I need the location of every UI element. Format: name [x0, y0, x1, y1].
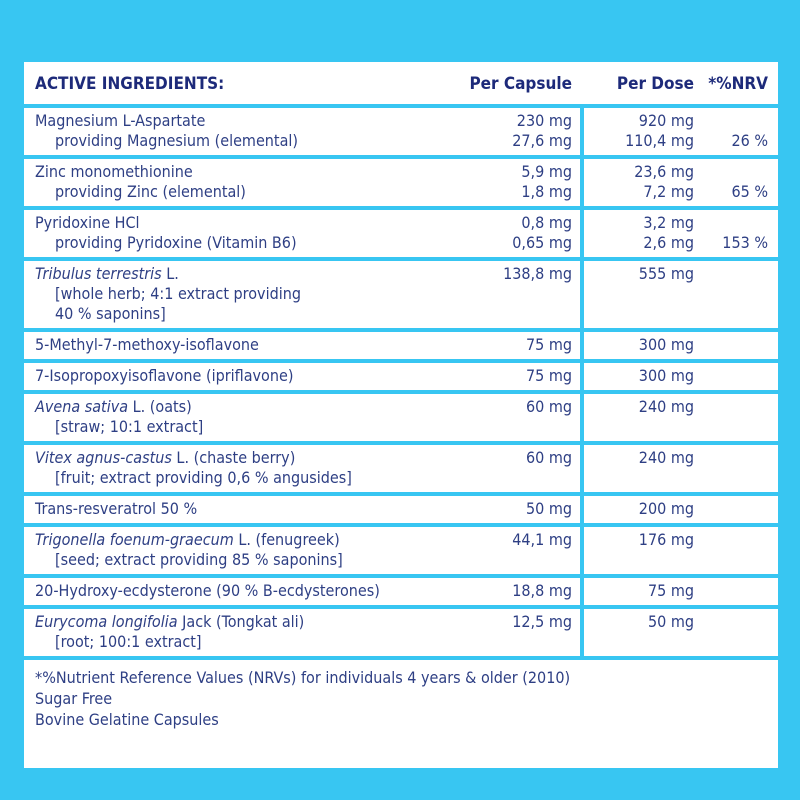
per-dose: 300 mg — [638, 335, 694, 354]
ingredient-name: providing Zinc (elemental) — [55, 182, 246, 201]
footer — [24, 660, 778, 768]
header-title: ACTIVE INGREDIENTS: — [35, 74, 225, 94]
name-suffix: L. — [166, 264, 179, 283]
per-capsule: 0,8 mg — [521, 213, 572, 232]
row-name-cell — [24, 496, 580, 523]
per-dose: 240 mg — [638, 448, 694, 467]
footer-note: *%Nutrient Reference Values (NRVs) for i… — [35, 668, 571, 687]
ingredient-name: 5-Methyl-7-methoxy-isoflavone — [35, 335, 259, 354]
row-name-cell — [24, 527, 580, 574]
nrv: 153 % — [722, 233, 768, 252]
ingredient-name: [fruit; extract providing 0,6 % anguside… — [55, 468, 352, 487]
ingredient-name: Magnesium L-Aspartate — [35, 111, 206, 130]
row-name-cell — [24, 332, 580, 359]
header-per-capsule: Per Capsule — [469, 74, 572, 94]
ingredient-name: [straw; 10:1 extract] — [55, 417, 204, 436]
per-capsule: 230 mg — [516, 111, 572, 130]
per-capsule: 75 mg — [525, 335, 572, 354]
row-value-cell — [584, 578, 778, 605]
per-capsule: 1,8 mg — [521, 182, 572, 201]
latin-name: Tribulus terrestris — [35, 264, 162, 283]
ingredient-name: [whole herb; 4:1 extract providing — [55, 284, 301, 303]
header-per-dose: Per Dose — [616, 74, 694, 94]
nrv: 26 % — [731, 131, 768, 150]
ingredient-name: 20-Hydroxy-ecdysterone (90 % B-ecdystero… — [35, 581, 380, 600]
per-dose: 555 mg — [638, 264, 694, 283]
ingredient-name: Avena sativa L. (oats) — [35, 397, 192, 417]
latin-name: Avena sativa — [35, 397, 129, 416]
per-dose: 2,6 mg — [643, 233, 694, 252]
row-name-cell — [24, 445, 580, 492]
per-dose: 3,2 mg — [643, 213, 694, 232]
latin-name: Eurycoma longifolia — [35, 612, 178, 631]
footer-note: Sugar Free — [35, 689, 113, 708]
name-suffix: Jack (Tongkat ali) — [182, 612, 305, 631]
name-suffix: L. (fenugreek) — [238, 530, 340, 549]
per-capsule: 44,1 mg — [512, 530, 572, 549]
per-dose: 920 mg — [638, 111, 694, 130]
row-name-cell — [24, 108, 580, 155]
row-value-cell — [584, 394, 778, 441]
per-capsule: 0,65 mg — [512, 233, 572, 252]
row-name-cell — [24, 261, 580, 328]
row-name-cell — [24, 363, 580, 390]
per-dose: 176 mg — [638, 530, 694, 549]
name-suffix: L. (oats) — [132, 397, 192, 416]
per-capsule: 18,8 mg — [512, 581, 572, 600]
row-value-cell — [584, 363, 778, 390]
per-capsule: 138,8 mg — [503, 264, 572, 283]
per-dose: 300 mg — [638, 366, 694, 385]
ingredient-name: [seed; extract providing 85 % saponins] — [55, 550, 343, 569]
row-name-cell — [24, 578, 580, 605]
row-value-cell — [584, 159, 778, 206]
per-capsule: 27,6 mg — [512, 131, 572, 150]
row-name-cell — [24, 609, 580, 656]
row-value-cell — [584, 609, 778, 656]
per-dose: 50 mg — [647, 612, 694, 631]
row-value-cell — [584, 527, 778, 574]
row-name-cell — [24, 210, 580, 257]
ingredient-name: Pyridoxine HCl — [35, 213, 140, 232]
ingredient-name: Trans-resveratrol 50 % — [35, 499, 198, 518]
per-dose: 23,6 mg — [634, 162, 694, 181]
ingredient-name: 7-Isopropoxyisoflavone (ipriflavone) — [35, 366, 294, 385]
row-value-cell — [584, 210, 778, 257]
ingredient-name: providing Pyridoxine (Vitamin B6) — [55, 233, 297, 252]
row-value-cell — [584, 108, 778, 155]
per-capsule: 50 mg — [525, 499, 572, 518]
ingredient-name: Vitex agnus-castus L. (chaste berry) — [35, 448, 295, 468]
row-value-cell — [584, 445, 778, 492]
ingredient-name: Zinc monomethionine — [35, 162, 193, 181]
row-value-cell — [584, 261, 778, 328]
header-row — [24, 62, 778, 104]
ingredient-name: Tribulus terrestris L. — [35, 264, 179, 284]
latin-name: Vitex agnus-castus — [35, 448, 172, 467]
ingredient-name: providing Magnesium (elemental) — [55, 131, 299, 150]
per-dose: 200 mg — [638, 499, 694, 518]
per-capsule: 75 mg — [525, 366, 572, 385]
row-value-cell — [584, 496, 778, 523]
row-value-cell — [584, 332, 778, 359]
ingredient-name: 40 % saponins] — [55, 304, 166, 323]
per-capsule: 60 mg — [525, 397, 572, 416]
latin-name: Trigonella foenum-graecum — [35, 530, 234, 549]
per-capsule: 5,9 mg — [521, 162, 572, 181]
ingredient-name: Trigonella foenum-graecum L. (fenugreek) — [35, 530, 340, 550]
per-dose: 110,4 mg — [625, 131, 694, 150]
row-name-cell — [24, 159, 580, 206]
name-suffix: L. (chaste berry) — [176, 448, 296, 467]
ingredients-panel: ACTIVE INGREDIENTS: Per Capsule Per Dose *%… — [20, 58, 782, 772]
per-dose: 7,2 mg — [643, 182, 694, 201]
per-capsule: 60 mg — [525, 448, 572, 467]
per-capsule: 12,5 mg — [512, 612, 572, 631]
per-dose: 75 mg — [647, 581, 694, 600]
nrv: 65 % — [731, 182, 768, 201]
ingredient-name: [root; 100:1 extract] — [55, 632, 202, 651]
row-name-cell — [24, 394, 580, 441]
footer-note: Bovine Gelatine Capsules — [35, 710, 219, 729]
per-dose: 240 mg — [638, 397, 694, 416]
header-nrv: *%NRV — [708, 74, 768, 94]
ingredient-name: Eurycoma longifolia Jack (Tongkat ali) — [35, 612, 304, 632]
